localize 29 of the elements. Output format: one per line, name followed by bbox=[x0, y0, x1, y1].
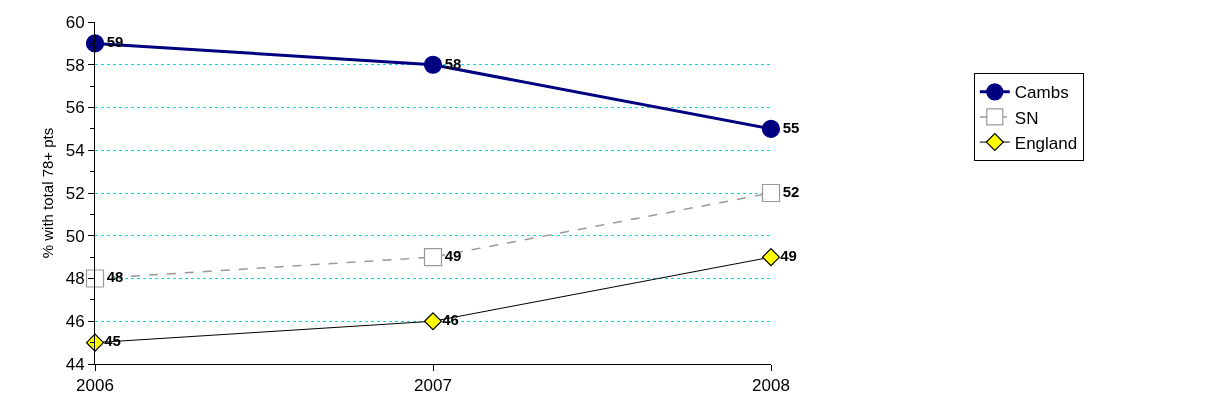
y-tick-label: 44 bbox=[65, 354, 85, 374]
x-tick-label: 2006 bbox=[76, 376, 114, 396]
y-tick-label: 50 bbox=[65, 226, 85, 246]
legend-label: Cambs bbox=[1014, 83, 1069, 103]
y-axis-title: % with total 78+ pts bbox=[38, 127, 56, 259]
x-tick-label: 2008 bbox=[752, 376, 790, 396]
y-tick-label: 46 bbox=[65, 312, 85, 332]
data-label: 49 bbox=[444, 246, 462, 264]
y-tick-label: 60 bbox=[65, 12, 85, 32]
point bbox=[761, 183, 781, 203]
data-label: 52 bbox=[782, 182, 800, 200]
x-tick-label: 2007 bbox=[414, 376, 452, 396]
legend-label: England bbox=[1014, 133, 1078, 153]
point bbox=[85, 269, 105, 288]
y-tick-label: 48 bbox=[65, 269, 85, 289]
point bbox=[423, 312, 443, 331]
data-label: 55 bbox=[782, 118, 800, 136]
point bbox=[85, 34, 105, 53]
data-label: 48 bbox=[106, 268, 124, 286]
data-label: 49 bbox=[780, 246, 797, 264]
legend-label: SN bbox=[1014, 108, 1039, 128]
y-tick-label: 54 bbox=[65, 141, 85, 161]
y-tick-label: 58 bbox=[65, 55, 85, 75]
point bbox=[761, 119, 781, 138]
point bbox=[423, 248, 443, 267]
y-tick-label: 52 bbox=[65, 183, 85, 203]
y-tick-label: 56 bbox=[65, 98, 85, 118]
point bbox=[761, 248, 781, 267]
point bbox=[423, 55, 443, 74]
